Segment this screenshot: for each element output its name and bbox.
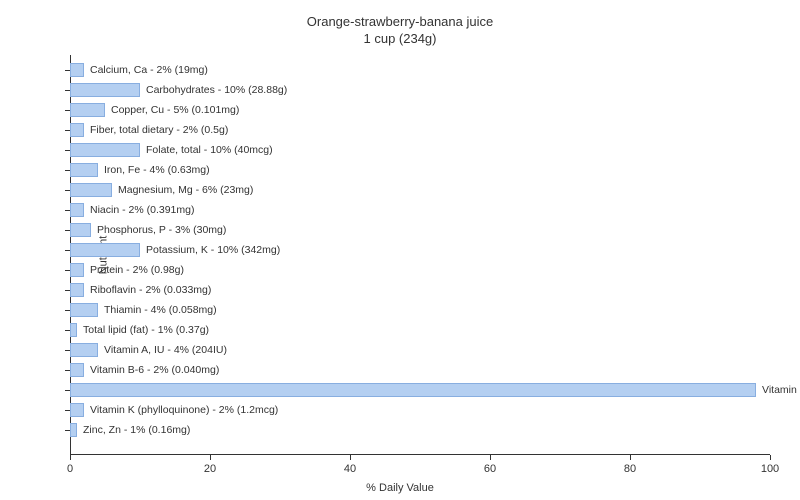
y-tick xyxy=(65,390,70,391)
bar-row: Vitamin A, IU - 4% (204IU) xyxy=(70,340,770,360)
bar-row: Potassium, K - 10% (342mg) xyxy=(70,240,770,260)
bar-label: Fiber, total dietary - 2% (0.5g) xyxy=(90,121,228,139)
bar-row: Vitamin K (phylloquinone) - 2% (1.2mcg) xyxy=(70,400,770,420)
plot-area: Nutrient Calcium, Ca - 2% (19mg)Carbohyd… xyxy=(70,55,770,455)
bar-row: Vitamin C, total ascorbic acid - 98% (58… xyxy=(70,380,770,400)
bar-label: Total lipid (fat) - 1% (0.37g) xyxy=(83,321,209,339)
bar-row: Copper, Cu - 5% (0.101mg) xyxy=(70,100,770,120)
y-tick xyxy=(65,250,70,251)
bar xyxy=(70,203,84,217)
bar-row: Fiber, total dietary - 2% (0.5g) xyxy=(70,120,770,140)
bar xyxy=(70,183,112,197)
y-tick xyxy=(65,350,70,351)
bar-label: Protein - 2% (0.98g) xyxy=(90,261,184,279)
bar-label: Riboflavin - 2% (0.033mg) xyxy=(90,281,211,299)
bar-label: Carbohydrates - 10% (28.88g) xyxy=(146,81,287,99)
bar-row: Iron, Fe - 4% (0.63mg) xyxy=(70,160,770,180)
title-line-1: Orange-strawberry-banana juice xyxy=(307,14,493,29)
x-tick xyxy=(490,455,491,460)
bar xyxy=(70,123,84,137)
bar-label: Phosphorus, P - 3% (30mg) xyxy=(97,221,226,239)
bar-label: Niacin - 2% (0.391mg) xyxy=(90,201,194,219)
y-tick xyxy=(65,290,70,291)
x-tick xyxy=(210,455,211,460)
x-tick-label: 80 xyxy=(624,463,636,475)
bar-label: Vitamin C, total ascorbic acid - 98% (58… xyxy=(762,381,800,399)
bar xyxy=(70,163,98,177)
bar xyxy=(70,63,84,77)
bar-label: Vitamin B-6 - 2% (0.040mg) xyxy=(90,361,219,379)
x-tick-label: 60 xyxy=(484,463,496,475)
bar-row: Folate, total - 10% (40mcg) xyxy=(70,140,770,160)
bar xyxy=(70,243,140,257)
bar-row: Riboflavin - 2% (0.033mg) xyxy=(70,280,770,300)
y-tick xyxy=(65,190,70,191)
bar-row: Carbohydrates - 10% (28.88g) xyxy=(70,80,770,100)
bar xyxy=(70,323,77,337)
bar-row: Thiamin - 4% (0.058mg) xyxy=(70,300,770,320)
bar-row: Phosphorus, P - 3% (30mg) xyxy=(70,220,770,240)
y-tick xyxy=(65,210,70,211)
bar xyxy=(70,83,140,97)
bar xyxy=(70,143,140,157)
x-tick xyxy=(70,455,71,460)
bar-label: Copper, Cu - 5% (0.101mg) xyxy=(111,101,239,119)
bar xyxy=(70,283,84,297)
x-tick-label: 20 xyxy=(204,463,216,475)
nutrition-chart: Orange-strawberry-banana juice 1 cup (23… xyxy=(0,0,800,500)
bar xyxy=(70,223,91,237)
title-line-2: 1 cup (234g) xyxy=(364,31,437,46)
bar-label: Vitamin K (phylloquinone) - 2% (1.2mcg) xyxy=(90,401,278,419)
y-tick xyxy=(65,410,70,411)
bar-row: Total lipid (fat) - 1% (0.37g) xyxy=(70,320,770,340)
bar-row: Calcium, Ca - 2% (19mg) xyxy=(70,60,770,80)
bar-label: Zinc, Zn - 1% (0.16mg) xyxy=(83,421,190,439)
bar-row: Magnesium, Mg - 6% (23mg) xyxy=(70,180,770,200)
y-tick xyxy=(65,230,70,231)
y-tick xyxy=(65,130,70,131)
bar-label: Potassium, K - 10% (342mg) xyxy=(146,241,280,259)
bar-label: Folate, total - 10% (40mcg) xyxy=(146,141,273,159)
bar-label: Vitamin A, IU - 4% (204IU) xyxy=(104,341,227,359)
x-tick-label: 100 xyxy=(761,463,779,475)
bar xyxy=(70,263,84,277)
bar xyxy=(70,103,105,117)
bar xyxy=(70,343,98,357)
y-tick xyxy=(65,370,70,371)
bar-label: Magnesium, Mg - 6% (23mg) xyxy=(118,181,253,199)
bars-area: Calcium, Ca - 2% (19mg) Carbohydrates - 1… xyxy=(70,60,770,440)
bar-label: Iron, Fe - 4% (0.63mg) xyxy=(104,161,210,179)
bar-label: Calcium, Ca - 2% (19mg) xyxy=(90,61,208,79)
bar xyxy=(70,423,77,437)
y-tick xyxy=(65,170,70,171)
x-tick-label: 40 xyxy=(344,463,356,475)
y-tick xyxy=(65,150,70,151)
x-axis-label: % Daily Value xyxy=(366,482,434,494)
bar-row: Niacin - 2% (0.391mg) xyxy=(70,200,770,220)
bar xyxy=(70,403,84,417)
x-tick xyxy=(350,455,351,460)
x-axis-line xyxy=(70,454,770,455)
bar xyxy=(70,303,98,317)
bar-row: Vitamin B-6 - 2% (0.040mg) xyxy=(70,360,770,380)
y-tick xyxy=(65,110,70,111)
bar xyxy=(70,363,84,377)
y-tick xyxy=(65,70,70,71)
bar-row: Zinc, Zn - 1% (0.16mg) xyxy=(70,420,770,440)
y-tick xyxy=(65,330,70,331)
chart-title: Orange-strawberry-banana juice 1 cup (23… xyxy=(0,0,800,48)
bar-label: Thiamin - 4% (0.058mg) xyxy=(104,301,217,319)
y-tick xyxy=(65,310,70,311)
y-tick xyxy=(65,90,70,91)
bar xyxy=(70,383,756,397)
y-tick xyxy=(65,430,70,431)
x-tick xyxy=(630,455,631,460)
bar-row: Protein - 2% (0.98g) xyxy=(70,260,770,280)
x-tick-label: 0 xyxy=(67,463,73,475)
y-tick xyxy=(65,270,70,271)
x-tick xyxy=(770,455,771,460)
